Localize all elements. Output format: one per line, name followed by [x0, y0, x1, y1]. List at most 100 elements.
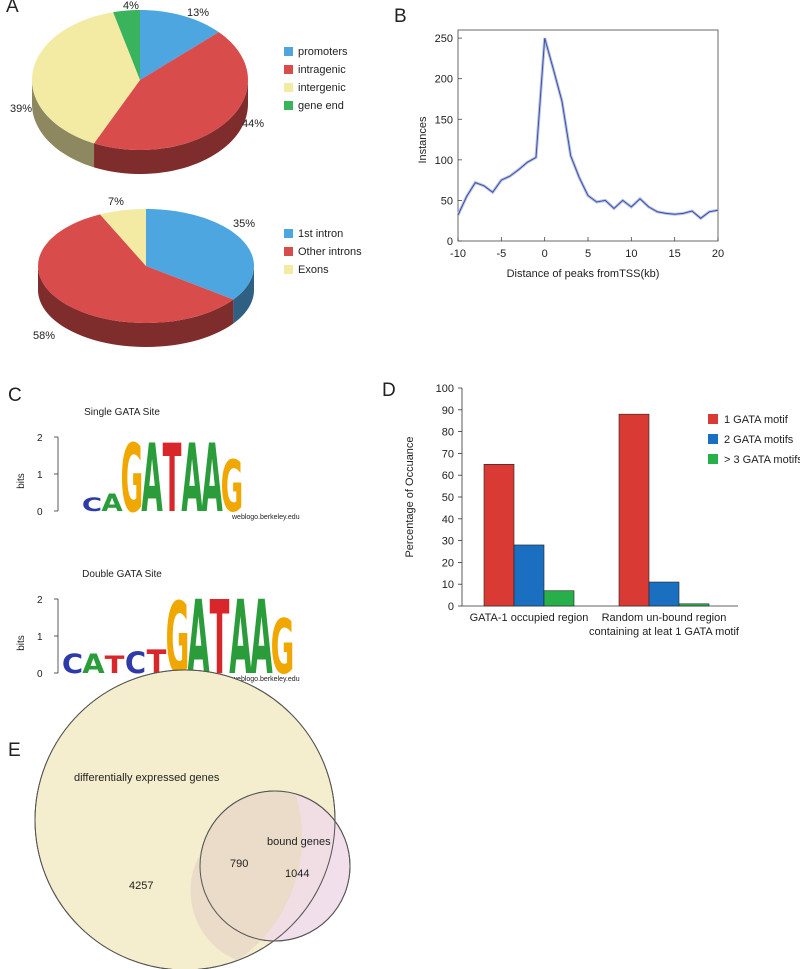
plot-frame [457, 29, 719, 242]
pie-slice-intragenic [94, 32, 248, 150]
venn-circle-left-outline [34, 669, 336, 969]
logo-tick-label: 2 [37, 433, 43, 444]
logo-tick-label: 1 [37, 632, 43, 643]
legend-label-1st-intron: 1st intron [298, 228, 343, 240]
y-axis-label: Instances [417, 116, 429, 164]
pie-label-1st-intron: 35% [233, 218, 255, 230]
logo-letter-g: G [166, 583, 190, 697]
y-tick-label: 80 [442, 427, 454, 439]
x-category-label: containing at leat 1 GATA motif [589, 626, 740, 638]
series-line-instances [457, 37, 719, 219]
panel-label-e: E [8, 740, 21, 761]
x-tick-label: -5 [496, 248, 506, 260]
bar-3-gata-motifs-group-1 [543, 590, 575, 607]
legend-label-2-gata-motifs: 2 GATA motifs [724, 434, 794, 446]
logo-y-label: bits [16, 473, 27, 489]
bar-1-gata-motif-group-1 [483, 463, 515, 607]
venn-right-count: 1044 [285, 868, 309, 880]
logo-letter-a: A [187, 579, 210, 697]
legend-label-exons: Exons [298, 264, 329, 276]
pie-label-exons: 7% [108, 196, 124, 208]
logo-letter-t: T [163, 426, 182, 534]
logo-letter-t: T [210, 579, 230, 697]
legend-swatch-3-gata-motifs [708, 454, 718, 464]
x-tick-label: 20 [712, 248, 724, 260]
legend-swatch-2-gata-motifs [708, 434, 718, 444]
y-tick-label: 0 [448, 601, 454, 613]
pie-label-gene-end: 4% [123, 0, 139, 12]
legend-label-1-gata-motif: 1 GATA motif [724, 414, 789, 426]
venn-right-label: bound genes [267, 836, 331, 848]
legend-label-3-gata-motifs: > 3 GATA motifs [724, 454, 800, 466]
y-tick-label: 40 [442, 514, 454, 526]
logo-letter-g: G [121, 426, 144, 534]
pie-slice-other-introns [38, 214, 234, 323]
logo-tick-label: 0 [37, 669, 43, 680]
legend-swatch-other-introns [284, 247, 293, 256]
y-axis-label: Percentage of Occuance [404, 436, 416, 557]
x-tick-label: -10 [450, 248, 466, 260]
logo-letter-a: A [181, 426, 202, 534]
panel-label-d: D [382, 380, 396, 401]
y-tick-label: 50 [442, 492, 454, 504]
venn-overlap [190, 791, 303, 961]
venn-left-count: 4257 [129, 880, 153, 892]
pie-side-1st-intron [233, 266, 254, 324]
logo-letter-c: C [82, 494, 102, 516]
panel-label-a: A [6, 0, 19, 17]
pie-slice-intergenic [32, 12, 141, 144]
legend-swatch-1-gata-motif [708, 414, 718, 424]
pie-label-other-introns: 58% [33, 330, 55, 342]
venn-diagram: differentially expressed genes bound gen… [34, 669, 351, 969]
y-tick-label: 60 [442, 470, 454, 482]
logo-letter-a: A [229, 579, 252, 697]
line-chart-tss: Distance of peaks fromTSS(kb) Instances … [417, 29, 724, 280]
y-tick-label: 150 [435, 114, 453, 126]
bar-2-gata-motifs-group-1 [513, 544, 545, 607]
pie-label-intergenic: 39% [10, 103, 32, 115]
y-tick-label: 100 [435, 155, 453, 167]
logo-letter-g: G [221, 445, 244, 528]
logo-credit: weblogo.berkeley.edu [231, 676, 300, 683]
y-tick-label: 70 [442, 448, 454, 460]
logo-letter-c: C [125, 646, 146, 680]
pie-label-intragenic: 44% [242, 118, 264, 130]
bar-2-gata-motifs-group-2 [648, 581, 680, 607]
legend-label-intergenic: intergenic [298, 82, 346, 94]
pie-side-intragenic [94, 80, 249, 174]
pie-slice-promoters [140, 10, 219, 80]
logo-y-label: bits [16, 635, 27, 651]
y-tick-label: 100 [436, 383, 454, 395]
pie-label-promoters: 13% [187, 7, 209, 19]
bar-3-gata-motifs-group-2 [678, 603, 710, 607]
x-category-label: Random un-bound region [602, 612, 727, 624]
pie-chart-genomic: 13% 44% 39% 4% [10, 0, 264, 174]
legend-label-gene-end: gene end [298, 100, 344, 112]
x-tick-label: 15 [669, 248, 681, 260]
y-tick-label: 200 [435, 74, 453, 86]
venn-overlap-count: 790 [230, 858, 248, 870]
logo-tick-label: 1 [37, 470, 43, 481]
logo-credit: weblogo.berkeley.edu [231, 514, 300, 521]
legend-swatch-1st-intron [284, 229, 293, 238]
y-tick-label: 30 [442, 536, 454, 548]
pie-legend-genomic: promoters intragenic intergenic gene end [284, 46, 348, 112]
logo-letter-g: G [271, 604, 295, 691]
panel-label-c: C [8, 385, 22, 406]
pie-slice-gene-end [113, 10, 140, 80]
pie-side-intergenic [32, 80, 95, 168]
logo-letter-c: C [62, 648, 83, 680]
pie-slice-1st-intron [146, 209, 254, 300]
y-tick-label: 50 [441, 195, 453, 207]
pie-side-other-introns [38, 266, 234, 347]
logo-letter-a: A [250, 579, 273, 697]
logo-tick-label: 2 [37, 595, 43, 606]
legend-swatch-intergenic [284, 83, 293, 92]
x-tick-label: 0 [542, 248, 548, 260]
x-axis-label: Distance of peaks fromTSS(kb) [507, 268, 660, 280]
logo-letter-a: A [141, 426, 162, 534]
logo-letter-t: T [105, 651, 125, 679]
legend-swatch-gene-end [284, 101, 293, 110]
